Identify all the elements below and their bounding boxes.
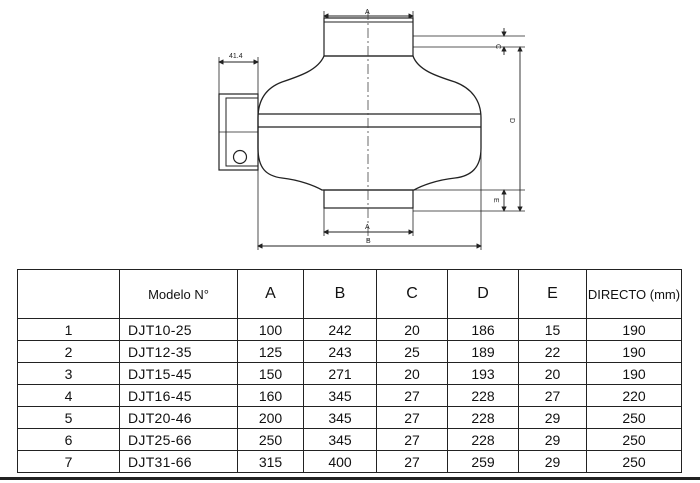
row-model: DJT15-45 (119, 362, 238, 385)
fan-drawing-svg: A 41.4 C D E A B (218, 9, 525, 250)
row-d: 228 (447, 384, 519, 407)
header-e: E (518, 269, 587, 319)
row-model: DJT20-46 (119, 406, 238, 429)
row-index: 7 (17, 450, 120, 473)
table-row: 2 DJT12-35 125 243 25 189 22 190 (17, 340, 682, 363)
dim-a-bottom: A (365, 224, 370, 231)
row-c: 27 (376, 450, 448, 473)
header-directo: DIRECTO (mm) (586, 269, 682, 319)
row-directo: 190 (586, 340, 682, 363)
row-e: 29 (518, 450, 587, 473)
row-model: DJT25-66 (119, 428, 238, 451)
bottom-duct (323, 189, 414, 209)
header-model: Modelo N° (119, 269, 238, 319)
header-c: C (376, 269, 448, 319)
row-a: 150 (237, 362, 304, 385)
row-index: 2 (17, 340, 120, 363)
header-a: A (237, 269, 304, 319)
row-e: 27 (518, 384, 587, 407)
row-index: 5 (17, 406, 120, 429)
row-directo: 250 (586, 450, 682, 473)
dim-c: C (494, 44, 501, 49)
row-d: 228 (447, 406, 519, 429)
row-b: 242 (303, 318, 377, 341)
row-directo: 190 (586, 362, 682, 385)
row-e: 15 (518, 318, 587, 341)
row-b: 400 (303, 450, 377, 473)
row-directo: 220 (586, 384, 682, 407)
table-header-row: Modelo N° A B C D E DIRECTO (mm) (17, 269, 682, 319)
row-directo: 250 (586, 406, 682, 429)
row-directo: 190 (586, 318, 682, 341)
row-e: 20 (518, 362, 587, 385)
row-e: 22 (518, 340, 587, 363)
table-row: 1 DJT10-25 100 242 20 186 15 190 (17, 318, 682, 341)
row-a: 100 (237, 318, 304, 341)
row-a: 200 (237, 406, 304, 429)
row-a: 125 (237, 340, 304, 363)
top-duct (323, 17, 414, 57)
dim-d: D (508, 118, 515, 123)
table-row: 3 DJT15-45 150 271 20 193 20 190 (17, 362, 682, 385)
row-b: 345 (303, 428, 377, 451)
row-index: 3 (17, 362, 120, 385)
row-e: 29 (518, 428, 587, 451)
row-b: 345 (303, 384, 377, 407)
row-b: 243 (303, 340, 377, 363)
row-c: 20 (376, 362, 448, 385)
row-c: 27 (376, 428, 448, 451)
spec-table: Modelo N° A B C D E DIRECTO (mm) 1 DJT10… (17, 269, 682, 473)
header-d: D (447, 269, 519, 319)
row-model: DJT31-66 (119, 450, 238, 473)
row-d: 228 (447, 428, 519, 451)
row-b: 271 (303, 362, 377, 385)
row-b: 345 (303, 406, 377, 429)
table-row: 6 DJT25-66 250 345 27 228 29 250 (17, 428, 682, 451)
header-index (17, 269, 120, 319)
row-d: 193 (447, 362, 519, 385)
dim-b: B (366, 238, 371, 245)
row-model: DJT12-35 (119, 340, 238, 363)
row-a: 250 (237, 428, 304, 451)
table-row: 5 DJT20-46 200 345 27 228 29 250 (17, 406, 682, 429)
fan-body (257, 55, 482, 191)
row-a: 315 (237, 450, 304, 473)
dim-flange: 41.4 (229, 53, 243, 60)
header-b: B (303, 269, 377, 319)
row-d: 259 (447, 450, 519, 473)
row-d: 189 (447, 340, 519, 363)
table-row: 4 DJT16-45 160 345 27 228 27 220 (17, 384, 682, 407)
row-c: 27 (376, 384, 448, 407)
row-d: 186 (447, 318, 519, 341)
dim-a-top: A (365, 9, 370, 16)
table-row: 7 DJT31-66 315 400 27 259 29 250 (17, 450, 682, 473)
row-index: 6 (17, 428, 120, 451)
row-directo: 250 (586, 428, 682, 451)
row-a: 160 (237, 384, 304, 407)
bottom-divider (0, 477, 700, 480)
row-c: 20 (376, 318, 448, 341)
row-model: DJT16-45 (119, 384, 238, 407)
row-index: 4 (17, 384, 120, 407)
row-e: 29 (518, 406, 587, 429)
row-index: 1 (17, 318, 120, 341)
cable-gland (232, 149, 248, 165)
row-c: 25 (376, 340, 448, 363)
dim-e: E (492, 198, 499, 203)
technical-drawing: A 41.4 C D E A B (218, 9, 525, 250)
row-c: 27 (376, 406, 448, 429)
row-model: DJT10-25 (119, 318, 238, 341)
